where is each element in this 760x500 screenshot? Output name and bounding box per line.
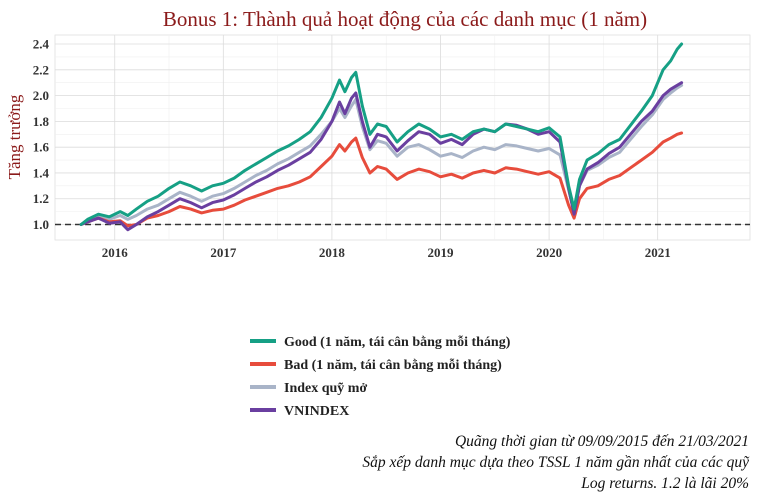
y-ticks: 1.0 1.2 1.4 1.6 1.8 2.0 2.2 2.4 — [33, 37, 50, 233]
x-tick-label: 2018 — [319, 245, 346, 260]
y-tick-label: 2.4 — [33, 37, 50, 52]
x-tick-label: 2017 — [210, 245, 237, 260]
y-tick-label: 2.2 — [33, 62, 49, 77]
note-sorting: Sắp xếp danh mục dựa theo TSSL 1 năm gần… — [362, 454, 750, 471]
note-log-returns: Log returns. 1.2 là lãi 20% — [580, 475, 749, 492]
x-tick-label: 2019 — [428, 245, 455, 260]
legend-label-0: Good (1 năm, tái cân bằng mỗi tháng) — [284, 334, 511, 350]
series-line-0 — [79, 42, 684, 226]
note-period: Quãng thời gian từ 09/09/2015 đến 21/03/… — [455, 433, 749, 450]
y-axis-label: Tăng trưởng — [5, 94, 24, 179]
y-tick-label: 1.0 — [33, 217, 49, 232]
x-tick-label: 2016 — [102, 245, 129, 260]
legend-label-2: Index quỹ mở — [284, 381, 367, 396]
series-line-3 — [79, 81, 684, 232]
series-layer — [79, 42, 684, 232]
x-tick-label: 2021 — [645, 245, 671, 260]
y-tick-label: 1.4 — [33, 165, 50, 180]
y-tick-label: 1.8 — [33, 114, 50, 129]
x-ticks: 2016 2017 2018 2019 2020 2021 — [102, 245, 671, 260]
series-line-1 — [79, 131, 684, 228]
x-tick-label: 2020 — [536, 245, 562, 260]
legend-label-3: VNINDEX — [284, 404, 349, 419]
chart-title: Bonus 1: Thành quả hoạt động của các dan… — [163, 7, 647, 31]
y-tick-label: 2.0 — [33, 88, 49, 103]
notes: Quãng thời gian từ 09/09/2015 đến 21/03/… — [362, 433, 750, 492]
y-tick-label: 1.2 — [33, 191, 49, 206]
legend-label-1: Bad (1 năm, tái cân bằng mỗi tháng) — [284, 357, 502, 373]
legend: Good (1 năm, tái cân bằng mỗi tháng) Bad … — [250, 334, 511, 419]
y-tick-label: 1.6 — [33, 140, 50, 155]
